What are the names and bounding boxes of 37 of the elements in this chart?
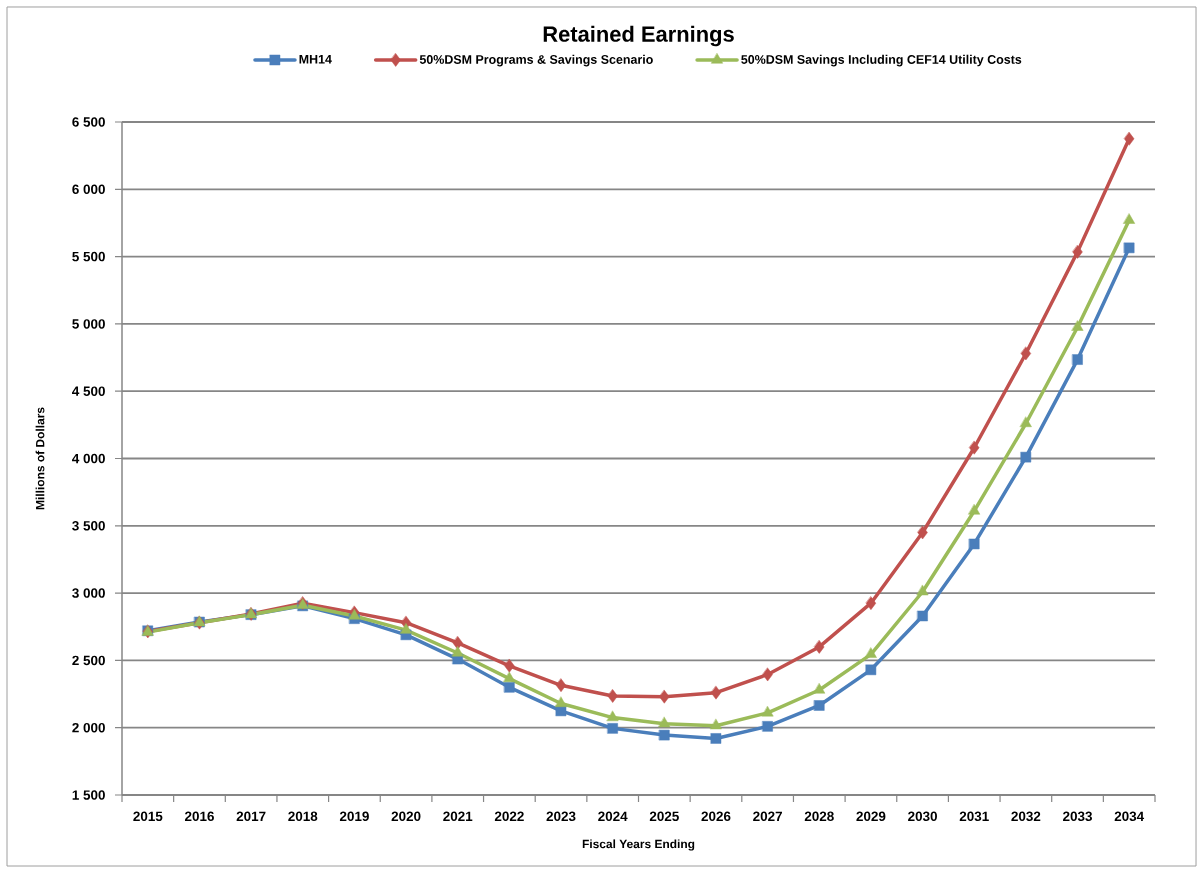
y-tick-label: 3 500 — [72, 521, 105, 531]
y-tick-label: 5 000 — [72, 319, 105, 329]
x-tick-label: 2016 — [184, 811, 214, 822]
x-tick-label: 2031 — [959, 811, 989, 822]
x-tick-label: 2030 — [908, 811, 937, 822]
x-tick-label: 2034 — [1114, 811, 1145, 822]
y-tick-label: 2 000 — [72, 722, 105, 733]
x-tick-label: 2026 — [701, 811, 731, 822]
y-tick-label: 3 000 — [72, 588, 105, 598]
y-tick-label: 6 000 — [72, 184, 105, 195]
y-tick-label: 5 500 — [72, 251, 105, 262]
legend-label: 50%DSM Savings Including CEF14 Utility Costs — [741, 54, 1022, 67]
x-tick-label: 2020 — [391, 811, 421, 822]
x-tick-label: 2018 — [288, 811, 318, 822]
x-tick-label: 2027 — [753, 811, 782, 822]
legend-label: MH14 — [299, 54, 332, 64]
x-tick-label: 2021 — [443, 811, 473, 822]
y-tick-label: 1 500 — [72, 790, 105, 800]
x-tick-label: 2024 — [598, 811, 628, 822]
y-tick-label: 6 500 — [72, 117, 105, 127]
chart-title: Retained Earnings — [543, 25, 734, 47]
x-tick-label: 2023 — [546, 811, 576, 822]
x-axis-title: Fiscal Years Ending — [582, 839, 695, 851]
x-tick-label: 2015 — [133, 811, 163, 822]
y-tick-label: 4 000 — [72, 453, 105, 464]
y-tick-label: 4 500 — [72, 386, 105, 396]
y-tick-label: 2 500 — [72, 655, 105, 666]
x-tick-label: 2033 — [1063, 811, 1092, 822]
y-axis-title: Millions of Dollars — [35, 407, 45, 510]
legend-label: 50%DSM Programs & Savings Scenario — [419, 54, 653, 67]
x-tick-label: 2025 — [649, 811, 679, 822]
x-tick-label: 2032 — [1011, 811, 1041, 822]
x-tick-label: 2022 — [494, 811, 524, 822]
x-tick-label: 2029 — [856, 811, 886, 822]
x-tick-label: 2028 — [804, 811, 834, 822]
x-tick-label: 2019 — [339, 811, 369, 822]
x-tick-label: 2017 — [236, 811, 266, 822]
